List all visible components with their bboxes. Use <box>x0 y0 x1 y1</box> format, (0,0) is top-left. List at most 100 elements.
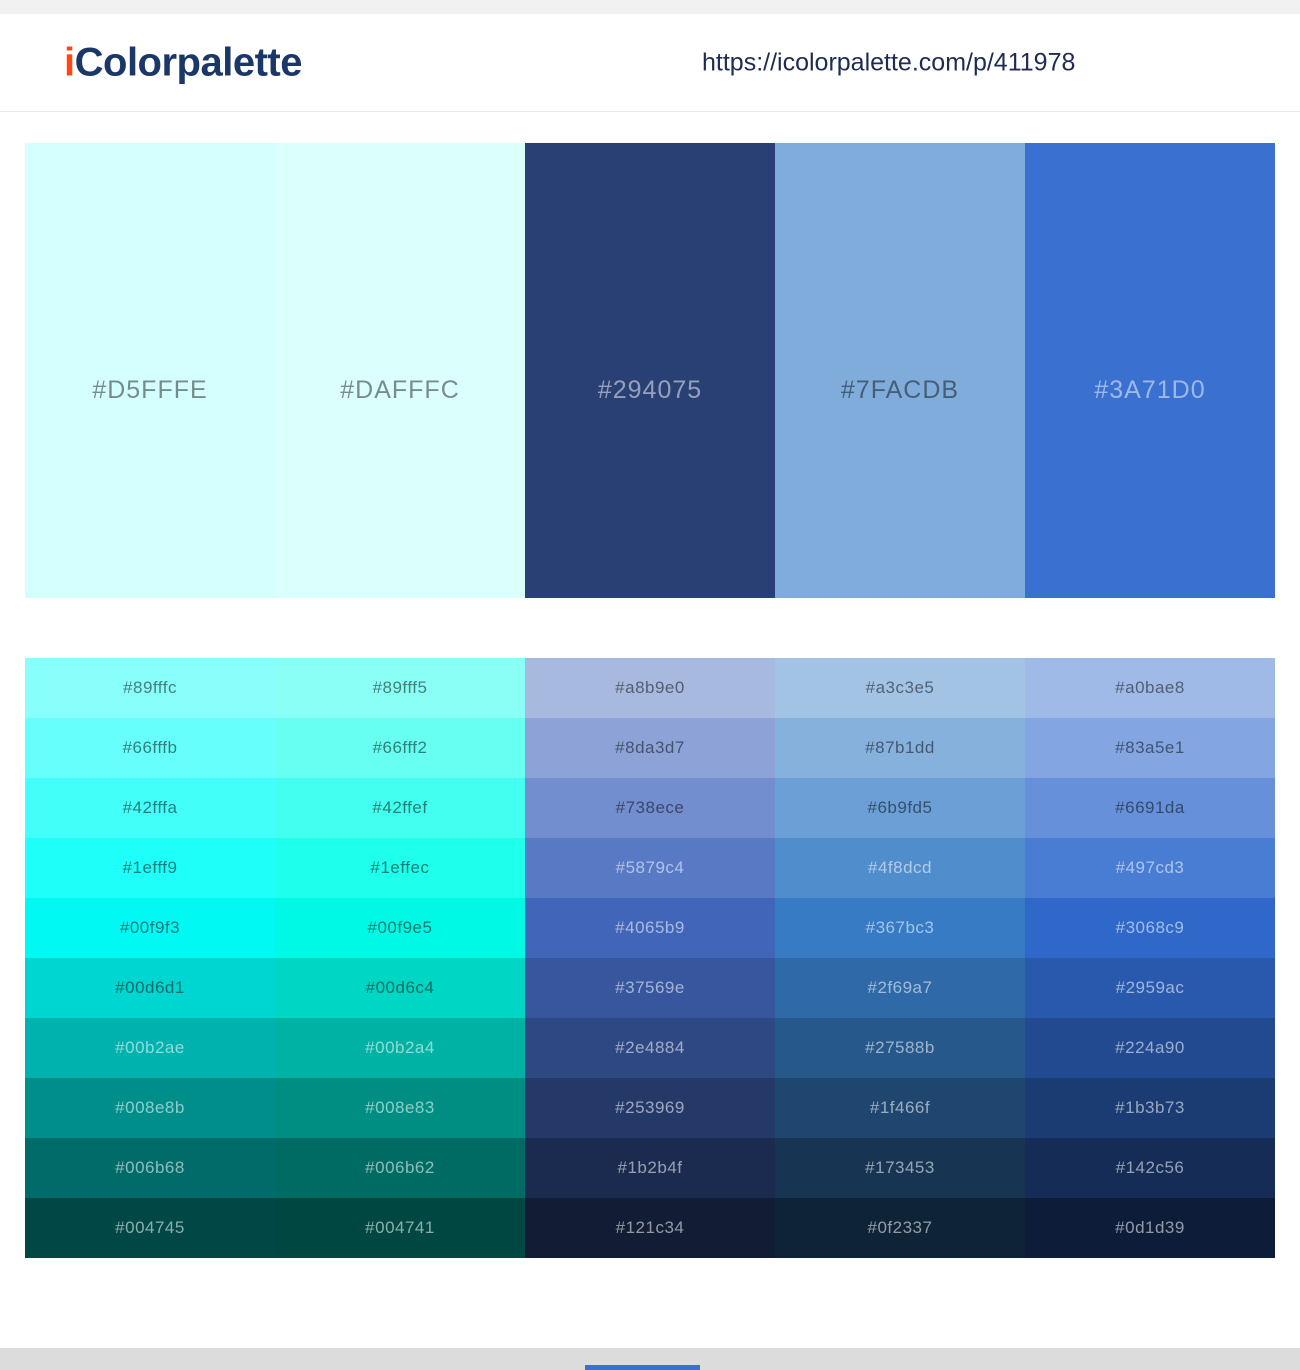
shade-cell-hex: #6691da <box>1115 798 1185 817</box>
shade-cell[interactable]: #1effec <box>275 838 525 898</box>
shade-cell-hex: #6b9fd5 <box>867 798 933 817</box>
shade-cell[interactable]: #006b62 <box>275 1138 525 1198</box>
shade-cell-hex: #253969 <box>615 1098 685 1117</box>
shade-cell[interactable]: #2e4884 <box>525 1018 775 1078</box>
palette-url-link[interactable]: https://icolorpalette.com/p/411978 <box>702 48 1076 76</box>
shade-cell-hex: #1b2b4f <box>617 1158 683 1177</box>
shade-cell-hex: #004745 <box>115 1218 185 1237</box>
shade-cell-hex: #00b2ae <box>115 1038 185 1057</box>
palette-swatch[interactable]: #7FACDB <box>775 143 1025 598</box>
shade-cell[interactable]: #4065b9 <box>525 898 775 958</box>
shade-cell-hex: #173453 <box>865 1158 935 1177</box>
shade-cell[interactable]: #37569e <box>525 958 775 1018</box>
shade-cell[interactable]: #224a90 <box>1025 1018 1275 1078</box>
shade-cell-hex: #8da3d7 <box>615 738 685 757</box>
shade-cell-hex: #367bc3 <box>865 918 935 937</box>
shade-cell-hex: #142c56 <box>1115 1158 1185 1177</box>
shade-cell[interactable]: #a0bae8 <box>1025 658 1275 718</box>
shade-cell[interactable]: #367bc3 <box>775 898 1025 958</box>
shade-cell[interactable]: #00b2ae <box>25 1018 275 1078</box>
shade-cell[interactable]: #497cd3 <box>1025 838 1275 898</box>
shade-cell[interactable]: #27588b <box>775 1018 1025 1078</box>
shade-cell[interactable]: #1b2b4f <box>525 1138 775 1198</box>
shade-cell[interactable]: #66fffb <box>25 718 275 778</box>
shade-cell[interactable]: #00d6d1 <box>25 958 275 1018</box>
shade-cell[interactable]: #42fffa <box>25 778 275 838</box>
shade-cell[interactable]: #00f9f3 <box>25 898 275 958</box>
shade-cell-hex: #66fffb <box>122 738 178 757</box>
shade-cell-hex: #89fff5 <box>372 678 428 697</box>
bottom-strip <box>0 1348 1300 1370</box>
shade-cell[interactable]: #00d6c4 <box>275 958 525 1018</box>
shade-cell[interactable]: #008e8b <box>25 1078 275 1138</box>
shade-cell[interactable]: #00b2a4 <box>275 1018 525 1078</box>
shade-cell[interactable]: #0d1d39 <box>1025 1198 1275 1258</box>
shade-cell[interactable]: #1f466f <box>775 1078 1025 1138</box>
shade-cell[interactable]: #4f8dcd <box>775 838 1025 898</box>
palette-swatch-hex: #7FACDB <box>840 376 960 404</box>
shade-cell-hex: #4065b9 <box>615 918 685 937</box>
shade-cell-hex: #738ece <box>615 798 685 817</box>
shade-cell-hex: #121c34 <box>615 1218 685 1237</box>
shade-cell[interactable]: #006b68 <box>25 1138 275 1198</box>
palette-swatch-hex: #D5FFFE <box>92 376 208 404</box>
shade-cell-hex: #497cd3 <box>1115 858 1185 877</box>
shade-cell[interactable]: #a8b9e0 <box>525 658 775 718</box>
shade-cell-hex: #00f9e5 <box>367 918 433 937</box>
shade-cell[interactable]: #6691da <box>1025 778 1275 838</box>
shade-cell-hex: #0f2337 <box>867 1218 933 1237</box>
shade-cell-hex: #4f8dcd <box>868 858 932 877</box>
palette-swatch[interactable]: #294075 <box>525 143 775 598</box>
shade-cell-hex: #89fffc <box>123 678 177 697</box>
shade-cell[interactable]: #83a5e1 <box>1025 718 1275 778</box>
palette-swatch[interactable]: #D5FFFE <box>25 143 275 598</box>
palette-swatch[interactable]: #DAFFFC <box>275 143 525 598</box>
shade-column: #a3c3e5 #87b1dd #6b9fd5 #4f8dcd #367bc3 #2f69… <box>775 658 1025 1258</box>
shade-cell[interactable]: #3068c9 <box>1025 898 1275 958</box>
palette-swatch[interactable]: #3A71D0 <box>1025 143 1275 598</box>
shade-column: #a8b9e0 #8da3d7 #738ece #5879c4 #4065b9 #3756… <box>525 658 775 1258</box>
shade-cell-hex: #a3c3e5 <box>865 678 935 697</box>
shade-cell-hex: #66fff2 <box>372 738 428 757</box>
shade-cell[interactable]: #6b9fd5 <box>775 778 1025 838</box>
top-strip <box>0 0 1300 14</box>
shade-cell[interactable]: #5879c4 <box>525 838 775 898</box>
shade-cell[interactable]: #a3c3e5 <box>775 658 1025 718</box>
shade-cell-hex: #2959ac <box>1115 978 1185 997</box>
shade-cell[interactable]: #121c34 <box>525 1198 775 1258</box>
shade-cell[interactable]: #004741 <box>275 1198 525 1258</box>
shade-cell-hex: #42ffef <box>372 798 428 817</box>
shade-cell-hex: #1b3b73 <box>1115 1098 1185 1117</box>
site-logo-text: Colorpalette <box>74 40 303 84</box>
shade-cell-hex: #42fffa <box>122 798 178 817</box>
shade-cell[interactable]: #738ece <box>525 778 775 838</box>
shade-cell-hex: #5879c4 <box>615 858 685 877</box>
shade-cell[interactable]: #87b1dd <box>775 718 1025 778</box>
shade-cell-hex: #00b2a4 <box>365 1038 435 1057</box>
shade-cell-hex: #004741 <box>365 1218 435 1237</box>
shade-cell-hex: #3068c9 <box>1115 918 1185 937</box>
scrollbar-thumb[interactable] <box>585 1365 700 1370</box>
shade-cell[interactable]: #253969 <box>525 1078 775 1138</box>
palette-swatch-hex: #DAFFFC <box>340 376 460 404</box>
shade-cell-hex: #1efff9 <box>122 858 178 877</box>
shade-cell[interactable]: #2959ac <box>1025 958 1275 1018</box>
shade-cell[interactable]: #00f9e5 <box>275 898 525 958</box>
shade-cell[interactable]: #2f69a7 <box>775 958 1025 1018</box>
site-logo[interactable]: iColorpalette <box>64 40 302 85</box>
shade-cell[interactable]: #89fff5 <box>275 658 525 718</box>
shade-cell[interactable]: #8da3d7 <box>525 718 775 778</box>
shade-cell[interactable]: #1efff9 <box>25 838 275 898</box>
shade-cell-hex: #1f466f <box>869 1098 931 1117</box>
shade-cell-hex: #a8b9e0 <box>615 678 685 697</box>
shade-cell[interactable]: #0f2337 <box>775 1198 1025 1258</box>
shade-cell[interactable]: #66fff2 <box>275 718 525 778</box>
shade-cell[interactable]: #1b3b73 <box>1025 1078 1275 1138</box>
shade-cell[interactable]: #004745 <box>25 1198 275 1258</box>
shade-cell[interactable]: #142c56 <box>1025 1138 1275 1198</box>
shade-cell[interactable]: #42ffef <box>275 778 525 838</box>
shade-cell[interactable]: #173453 <box>775 1138 1025 1198</box>
shade-cell[interactable]: #89fffc <box>25 658 275 718</box>
header: iColorpalette https://icolorpalette.com/… <box>0 14 1300 112</box>
shade-cell[interactable]: #008e83 <box>275 1078 525 1138</box>
